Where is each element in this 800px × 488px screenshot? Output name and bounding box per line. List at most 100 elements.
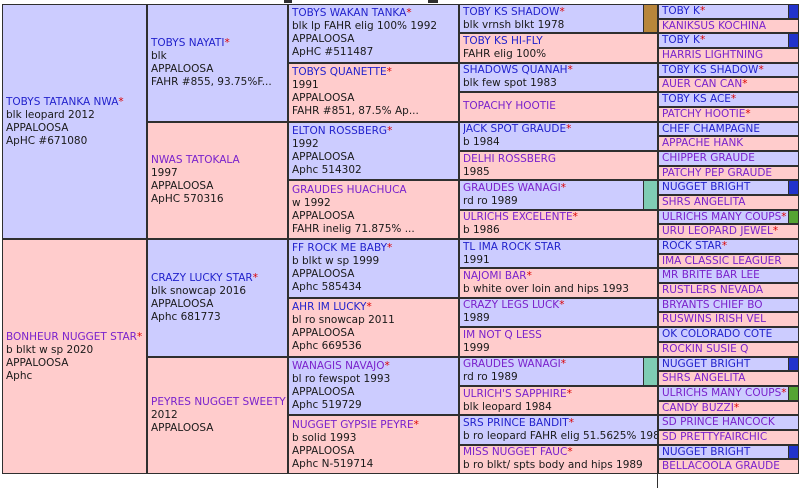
- horse-details: b 1984: [463, 136, 500, 149]
- horse-link[interactable]: AUER CAN CAN*: [662, 78, 747, 90]
- horse-link[interactable]: NUGGET BRIGHT: [662, 181, 750, 193]
- horse-name: CRAZY LUCKY STAR: [151, 271, 253, 284]
- horse-link[interactable]: SHRS ANGELITA: [662, 196, 745, 208]
- horse-details: blk snowcap 2016: [151, 284, 247, 297]
- horse-link[interactable]: ULRICHS EXCELENTE*: [463, 211, 578, 223]
- horse-link[interactable]: PATCHY PEP GRAUDE: [662, 167, 772, 179]
- pedigree-cell: TOBY KS SHADOW*: [658, 62, 799, 78]
- horse-link[interactable]: FF ROCK ME BABY*: [292, 242, 392, 254]
- pedigree-cell: AHR IM LUCKY* bl ro snowcap 2011 APPALOOSA…: [288, 297, 459, 357]
- horse-link[interactable]: SHRS ANGELITA: [662, 372, 745, 384]
- horse-link[interactable]: CHEF CHAMPAGNE: [662, 123, 760, 135]
- horse-link[interactable]: NAJOMI BAR*: [463, 270, 532, 282]
- horse-link[interactable]: HARRIS LIGHTNING: [662, 49, 763, 61]
- horse-link[interactable]: RUSTLERS NEVADA: [662, 284, 763, 296]
- horse-link[interactable]: CRAZY LEGS LUCK*: [463, 299, 564, 311]
- horse-details: b solid 1993: [292, 431, 357, 444]
- horse-details: APPALOOSA: [292, 92, 355, 105]
- horse-name: KANIKSUS KOCHINA: [662, 19, 767, 32]
- horse-link[interactable]: OK COLORADO COTE: [662, 328, 772, 340]
- horse-link[interactable]: NUGGET BRIGHT: [662, 446, 750, 458]
- horse-link[interactable]: PATCHY HOOTIE*: [662, 108, 751, 120]
- horse-link[interactable]: GRAUDES WANAGI*: [463, 358, 566, 370]
- horse-link[interactable]: BRYANTS CHIEF BO: [662, 299, 763, 311]
- horse-link[interactable]: ULRICH'S SAPPHIRE*: [463, 388, 572, 400]
- horse-details: blk: [151, 49, 167, 62]
- horse-link[interactable]: BELLACOOLA GRAUDE: [662, 460, 780, 472]
- horse-link[interactable]: NUGGET GYPSIE PEYRE*: [292, 419, 419, 431]
- horse-link[interactable]: MISS NUGGET FAUC*: [463, 446, 573, 458]
- horse-link[interactable]: BONHEUR NUGGET STAR*: [6, 331, 142, 343]
- horse-details: blk few spot 1983: [463, 77, 557, 90]
- horse-name: ELTON ROSSBERG: [292, 124, 388, 137]
- horse-name: BELLACOOLA GRAUDE: [662, 460, 780, 473]
- horse-link[interactable]: WANAGIS NAVAJO*: [292, 360, 390, 372]
- horse-link[interactable]: APPACHE HANK: [662, 137, 743, 149]
- horse-link[interactable]: ROCKIN SUSIE Q: [662, 343, 748, 355]
- asterisk-mark: *: [566, 123, 572, 136]
- asterisk-mark: *: [758, 63, 764, 76]
- horse-link[interactable]: TOBY KS SHADOW*: [463, 6, 565, 18]
- horse-details: Aphc 681773: [151, 310, 221, 323]
- horse-name: SRS PRINCE BANDIT: [463, 416, 569, 429]
- horse-link[interactable]: GRAUDES HUACHUCA: [292, 184, 407, 196]
- horse-link[interactable]: NWAS TATOKALA: [151, 154, 240, 166]
- asterisk-mark: *: [572, 211, 578, 224]
- horse-link[interactable]: RUSWINS IRISH VEL: [662, 313, 766, 325]
- horse-link[interactable]: ULRICHS MANY COUPS*: [662, 211, 787, 223]
- horse-link[interactable]: ELTON ROSSBERG*: [292, 125, 392, 137]
- horse-details: Aphc 519729: [292, 398, 362, 411]
- horse-link[interactable]: URU LEOPARD JEWEL*: [662, 225, 778, 237]
- horse-link[interactable]: TOBYS QUANETTE*: [292, 66, 392, 78]
- pedigree-cell: GRAUDES WANAGI* rd ro 1989: [459, 180, 658, 210]
- horse-link[interactable]: CHIPPER GRAUDE: [662, 152, 755, 164]
- horse-link[interactable]: SHADOWS QUANAH*: [463, 64, 573, 76]
- horse-link[interactable]: CANDY BUZZI*: [662, 402, 739, 414]
- asterisk-mark: *: [568, 416, 574, 429]
- horse-link[interactable]: SD PRINCE HANCOCK: [662, 416, 775, 428]
- horse-link[interactable]: ULRICHS MANY COUPS*: [662, 387, 787, 399]
- cropped-header-artifact: [284, 0, 292, 3]
- pedigree-cell: APPACHE HANK: [658, 136, 799, 151]
- horse-link[interactable]: GRAUDES WANAGI*: [463, 182, 566, 194]
- horse-link[interactable]: TL IMA ROCK STAR: [463, 241, 561, 253]
- horse-link[interactable]: TOBY KS HI-FLY: [463, 35, 543, 47]
- horse-details: APPALOOSA: [292, 444, 355, 457]
- horse-name: CRAZY LEGS LUCK: [463, 299, 560, 312]
- horse-link[interactable]: IM NOT Q LESS: [463, 329, 542, 341]
- horse-link[interactable]: DELHI ROSSBERG: [463, 153, 556, 165]
- horse-link[interactable]: TOBY K*: [662, 5, 705, 17]
- horse-link[interactable]: PEYRES NUGGET SWEETY: [151, 396, 286, 408]
- horse-details: ApHC #511487: [292, 46, 374, 59]
- horse-name: URU LEOPARD JEWEL: [662, 225, 773, 238]
- horse-link[interactable]: TOBYS NAYATI*: [151, 37, 230, 49]
- horse-details: APPALOOSA: [292, 385, 355, 398]
- horse-link[interactable]: SRS PRINCE BANDIT*: [463, 417, 574, 429]
- horse-name: BONHEUR NUGGET STAR: [6, 330, 137, 343]
- horse-name: HARRIS LIGHTNING: [662, 49, 764, 62]
- horse-link[interactable]: CRAZY LUCKY STAR*: [151, 272, 258, 284]
- navy-duplicate-highlight-marker: [788, 5, 798, 18]
- horse-name: PEYRES NUGGET SWEETY: [151, 395, 286, 408]
- horse-link[interactable]: MR BRITE BAR LEE: [662, 269, 760, 281]
- horse-link[interactable]: ROCK STAR*: [662, 240, 727, 252]
- horse-link[interactable]: TOBY K*: [662, 34, 705, 46]
- horse-details: APPALOOSA: [151, 62, 214, 75]
- green-duplicate-highlight-marker: [788, 386, 798, 400]
- horse-link[interactable]: TOBYS WAKAN TANKA*: [292, 7, 412, 19]
- horse-link[interactable]: AHR IM LUCKY*: [292, 301, 372, 313]
- horse-link[interactable]: TOBY KS SHADOW*: [662, 64, 764, 76]
- horse-link[interactable]: TOBYS TATANKA NWA*: [6, 96, 124, 108]
- horse-link[interactable]: KANIKSUS KOCHINA: [662, 20, 766, 32]
- horse-link[interactable]: NUGGET BRIGHT: [662, 358, 750, 370]
- asterisk-mark: *: [526, 270, 532, 283]
- horse-name: RUSTLERS NEVADA: [662, 284, 764, 297]
- horse-link[interactable]: TOPACHY HOOTIE: [463, 100, 556, 112]
- horse-link[interactable]: SD PRETTYFAIRCHIC: [662, 431, 767, 443]
- horse-details: b ro leopard FAHR elig 51.5625% 1989: [463, 429, 657, 442]
- asterisk-mark: *: [733, 401, 740, 414]
- horse-details: w 1992: [292, 196, 331, 209]
- horse-link[interactable]: TOBY KS ACE*: [662, 93, 736, 105]
- horse-link[interactable]: IMA CLASSIC LEAGUER: [662, 255, 782, 267]
- horse-link[interactable]: JACK SPOT GRAUDE*: [463, 123, 571, 135]
